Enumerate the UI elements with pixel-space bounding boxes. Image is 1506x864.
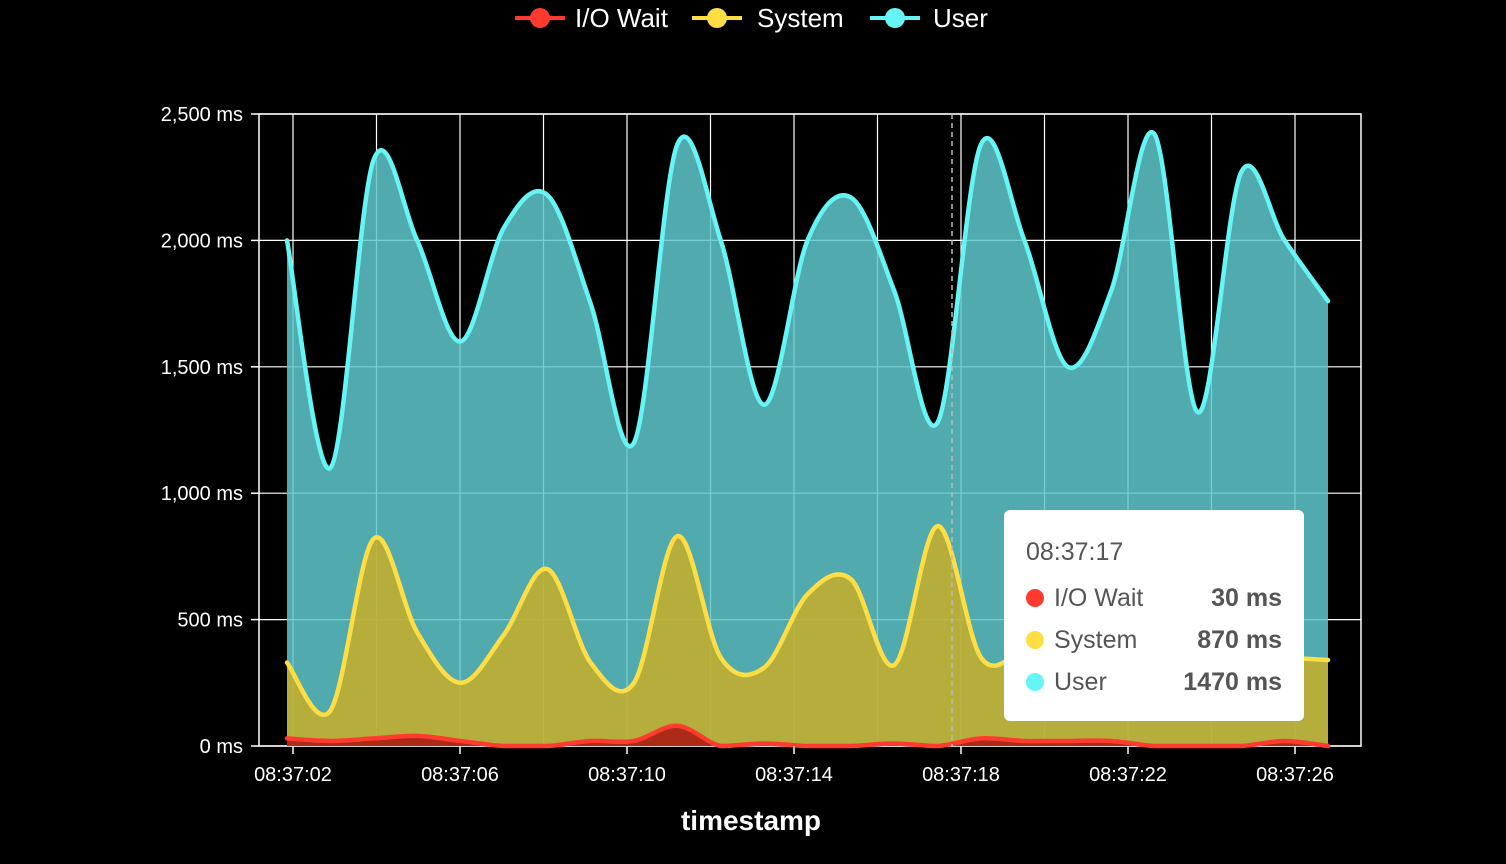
y-tick-label: 1,000 ms bbox=[161, 483, 243, 505]
tooltip-row-system: System 870 ms bbox=[1026, 619, 1282, 661]
tooltip-series-name: User bbox=[1054, 667, 1107, 696]
tooltip-series-name: I/O Wait bbox=[1054, 583, 1144, 612]
user-dot-icon bbox=[1026, 673, 1044, 691]
io-wait-dot-icon bbox=[1026, 589, 1044, 607]
tooltip-series-value: 1470 ms bbox=[1183, 667, 1282, 696]
tooltip-series-value: 30 ms bbox=[1211, 583, 1282, 612]
legend-label: I/O Wait bbox=[575, 3, 669, 33]
x-tick-label: 08:37:02 bbox=[254, 764, 332, 786]
legend-item-user[interactable]: User bbox=[870, 3, 988, 33]
system-dot-icon bbox=[1026, 631, 1044, 649]
legend-item-i-o-wait[interactable]: I/O Wait bbox=[515, 3, 669, 33]
x-axis-title: timestamp bbox=[681, 805, 821, 836]
x-tick-label: 08:37:18 bbox=[922, 764, 1000, 786]
tooltip-series-value: 870 ms bbox=[1197, 625, 1282, 654]
y-tick-label: 2,000 ms bbox=[161, 230, 243, 252]
legend-dot-icon bbox=[530, 8, 550, 28]
x-tick-label: 08:37:26 bbox=[1256, 764, 1334, 786]
legend-label: User bbox=[933, 3, 988, 33]
y-tick-label: 2,500 ms bbox=[161, 104, 243, 126]
y-tick-label: 1,500 ms bbox=[161, 357, 243, 379]
legend-dot-icon bbox=[707, 8, 727, 28]
series-area-i-o-wait bbox=[287, 725, 1328, 746]
x-axis: 08:37:02 08:37:06 08:37:10 08:37:14 08:37:18… bbox=[254, 746, 1334, 786]
tooltip-row-io-wait: I/O Wait 30 ms bbox=[1026, 577, 1282, 619]
legend-label: System bbox=[757, 3, 844, 33]
x-tick-label: 08:37:06 bbox=[421, 764, 499, 786]
legend-item-system[interactable]: System bbox=[692, 3, 844, 33]
tooltip-row-user: User 1470 ms bbox=[1026, 661, 1282, 703]
tooltip-title: 08:37:17 bbox=[1026, 538, 1124, 566]
chart-legend: I/O Wait System User bbox=[515, 3, 988, 33]
x-tick-label: 08:37:14 bbox=[755, 764, 833, 786]
x-tick-label: 08:37:10 bbox=[588, 764, 666, 786]
legend-dot-icon bbox=[885, 8, 905, 28]
y-axis: 0 ms 500 ms 1,000 ms 1,500 ms 2,000 ms 2,500 … bbox=[161, 104, 259, 758]
y-tick-label: 0 ms bbox=[200, 736, 243, 758]
series-line-i-o-wait bbox=[284, 723, 1331, 749]
hover-tooltip: 08:37:17 I/O Wait 30 ms System 870 ms Us… bbox=[1004, 510, 1304, 721]
y-tick-label: 500 ms bbox=[177, 610, 243, 632]
series-line-user bbox=[284, 129, 1331, 471]
tooltip-series-name: System bbox=[1054, 625, 1138, 654]
x-tick-label: 08:37:22 bbox=[1089, 764, 1167, 786]
